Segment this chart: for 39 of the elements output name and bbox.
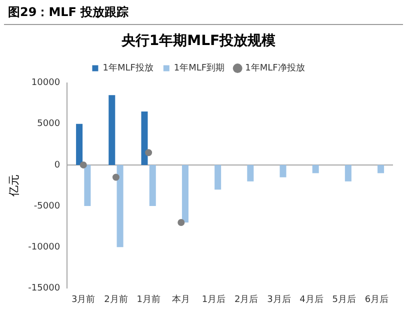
y-axis-title: 亿元 bbox=[7, 174, 20, 198]
legend-label: 1年MLF净投放 bbox=[245, 62, 305, 74]
bar bbox=[76, 124, 83, 165]
y-tick-label: -10000 bbox=[28, 242, 60, 252]
legend-label: 1年MLF到期 bbox=[174, 62, 225, 74]
y-tick-label: 0 bbox=[54, 160, 60, 170]
bar bbox=[84, 164, 91, 206]
x-tick-label: 1月后 bbox=[202, 294, 226, 305]
x-tick-label: 2月前 bbox=[104, 294, 128, 305]
x-tick-label: 2月后 bbox=[234, 294, 258, 305]
x-tick-label: 3月前 bbox=[72, 294, 96, 305]
bar bbox=[149, 164, 156, 206]
x-tick-label: 1月前 bbox=[136, 294, 160, 305]
point bbox=[80, 161, 87, 168]
point bbox=[178, 218, 185, 226]
x-tick-label: 本月 bbox=[172, 294, 190, 305]
point bbox=[145, 149, 152, 156]
bar bbox=[280, 164, 286, 178]
bar bbox=[116, 164, 124, 248]
bar bbox=[182, 164, 188, 222]
chart-title: 央行1年期MLF投放规模 bbox=[120, 33, 277, 50]
caption: 图29：MLF 投放跟踪 bbox=[4, 0, 403, 25]
bar bbox=[344, 164, 352, 182]
bar bbox=[108, 95, 116, 165]
y-tick-label: -15000 bbox=[28, 284, 60, 294]
bar bbox=[312, 164, 319, 174]
point bbox=[112, 174, 120, 181]
y-tick-label: -5000 bbox=[34, 201, 60, 212]
bar bbox=[141, 112, 148, 165]
bar bbox=[247, 164, 254, 182]
bar bbox=[214, 164, 222, 190]
y-tick-label: 5000 bbox=[37, 119, 60, 130]
x-tick-label: 4月后 bbox=[300, 294, 324, 305]
x-tick-label: 6月后 bbox=[364, 294, 389, 305]
bar bbox=[378, 164, 384, 174]
x-tick-label: 5月后 bbox=[332, 294, 356, 305]
legend-label: 1年MLF投放 bbox=[102, 62, 154, 74]
y-tick-label: 10000 bbox=[31, 78, 60, 88]
x-tick-label: 3月后 bbox=[267, 294, 291, 305]
